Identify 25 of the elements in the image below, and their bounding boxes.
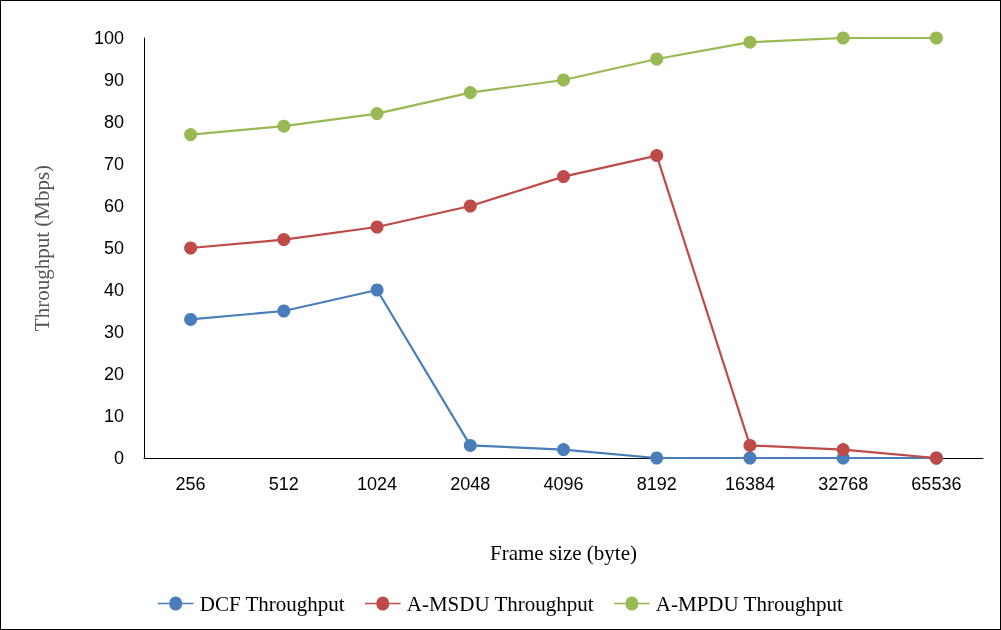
x-tick-label: 65536 — [911, 474, 962, 494]
y-tick-label: 0 — [113, 448, 124, 468]
x-tick-label: 512 — [268, 474, 299, 494]
y-tick-label: 80 — [103, 112, 124, 132]
x-axis-title: Frame size (byte) — [490, 540, 637, 565]
y-axis-title: Throughput (Mbps) — [29, 164, 54, 332]
y-tick-label: 30 — [103, 322, 124, 342]
y-tick-label: 90 — [103, 70, 124, 90]
x-tick-label: 256 — [175, 474, 206, 494]
y-tick-label: 40 — [103, 280, 124, 300]
x-tick-label: 1024 — [357, 474, 398, 494]
x-tick-label: 16384 — [724, 474, 775, 494]
y-tick-label: 100 — [93, 28, 124, 48]
y-tick-label: 60 — [103, 196, 124, 216]
x-tick-label: 4096 — [543, 474, 584, 494]
y-tick-label: 50 — [103, 238, 124, 258]
x-tick-label: 32768 — [818, 474, 869, 494]
legend-label: DCF Throughput — [199, 591, 345, 616]
legend-label: A-MSDU Throughput — [406, 591, 594, 616]
y-tick-label: 70 — [103, 154, 124, 174]
legend-label: A-MPDU Throughput — [655, 591, 843, 616]
x-tick-label: 8192 — [636, 474, 677, 494]
x-tick-label: 2048 — [450, 474, 491, 494]
y-tick-label: 20 — [103, 364, 124, 384]
y-tick-label: 10 — [103, 406, 124, 426]
